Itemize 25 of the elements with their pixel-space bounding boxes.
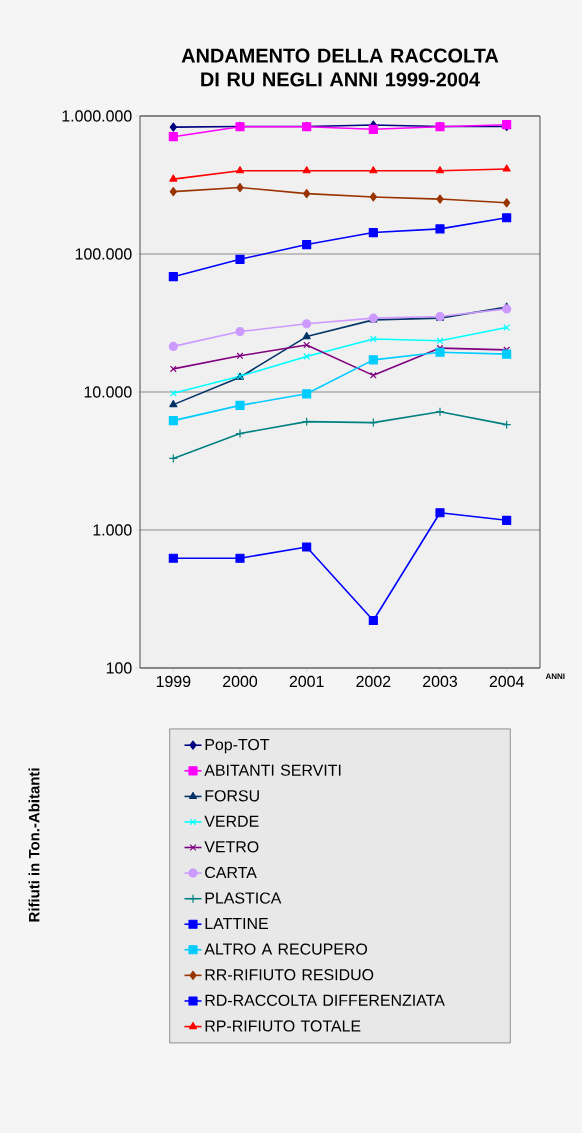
legend-label: FORSU bbox=[205, 790, 259, 802]
legend-label: VERDE bbox=[204, 815, 259, 827]
legend-label: LATTINE bbox=[205, 918, 268, 929]
legend-label: PLASTICA bbox=[205, 892, 282, 904]
y-tick-label: 100.000 bbox=[75, 248, 132, 260]
x-tick-label: 2004 bbox=[489, 675, 524, 688]
legend-label: RR-RIFIUTO RESIDUO bbox=[205, 969, 374, 981]
legend-label: RD-RACCOLTA DIFFERENZIATA bbox=[205, 994, 445, 1006]
x-tick-label: 2002 bbox=[356, 675, 391, 688]
legend-label: ALTRO A RECUPERO bbox=[204, 943, 368, 955]
legend-label: CARTA bbox=[205, 866, 257, 879]
chart-title: ANDAMENTO DELLA RACCOLTA DI RU NEGLI ANNI 1999-2004 bbox=[181, 48, 499, 87]
y-tick-label: 1.000 bbox=[93, 524, 132, 536]
x-tick-label: 1999 bbox=[156, 675, 191, 688]
x-tick-label: 2003 bbox=[423, 675, 458, 688]
legend-label: Pop-TOT bbox=[205, 738, 270, 754]
text: Rifiuti in Ton.-Abitanti bbox=[28, 768, 40, 922]
y-tick-label: 100 bbox=[106, 662, 132, 674]
legend-label: ABITANTI SERVITI bbox=[204, 764, 341, 776]
legend-label: RP-RIFIUTO TOTALE bbox=[205, 1020, 361, 1032]
y-tick-label: 10.000 bbox=[84, 386, 132, 398]
y-tick-label: 1.000.000 bbox=[62, 110, 132, 122]
x-tick-label: 2000 bbox=[223, 675, 258, 688]
legend-label: VETRO bbox=[204, 841, 259, 853]
x-tick-label: 2001 bbox=[289, 675, 324, 688]
